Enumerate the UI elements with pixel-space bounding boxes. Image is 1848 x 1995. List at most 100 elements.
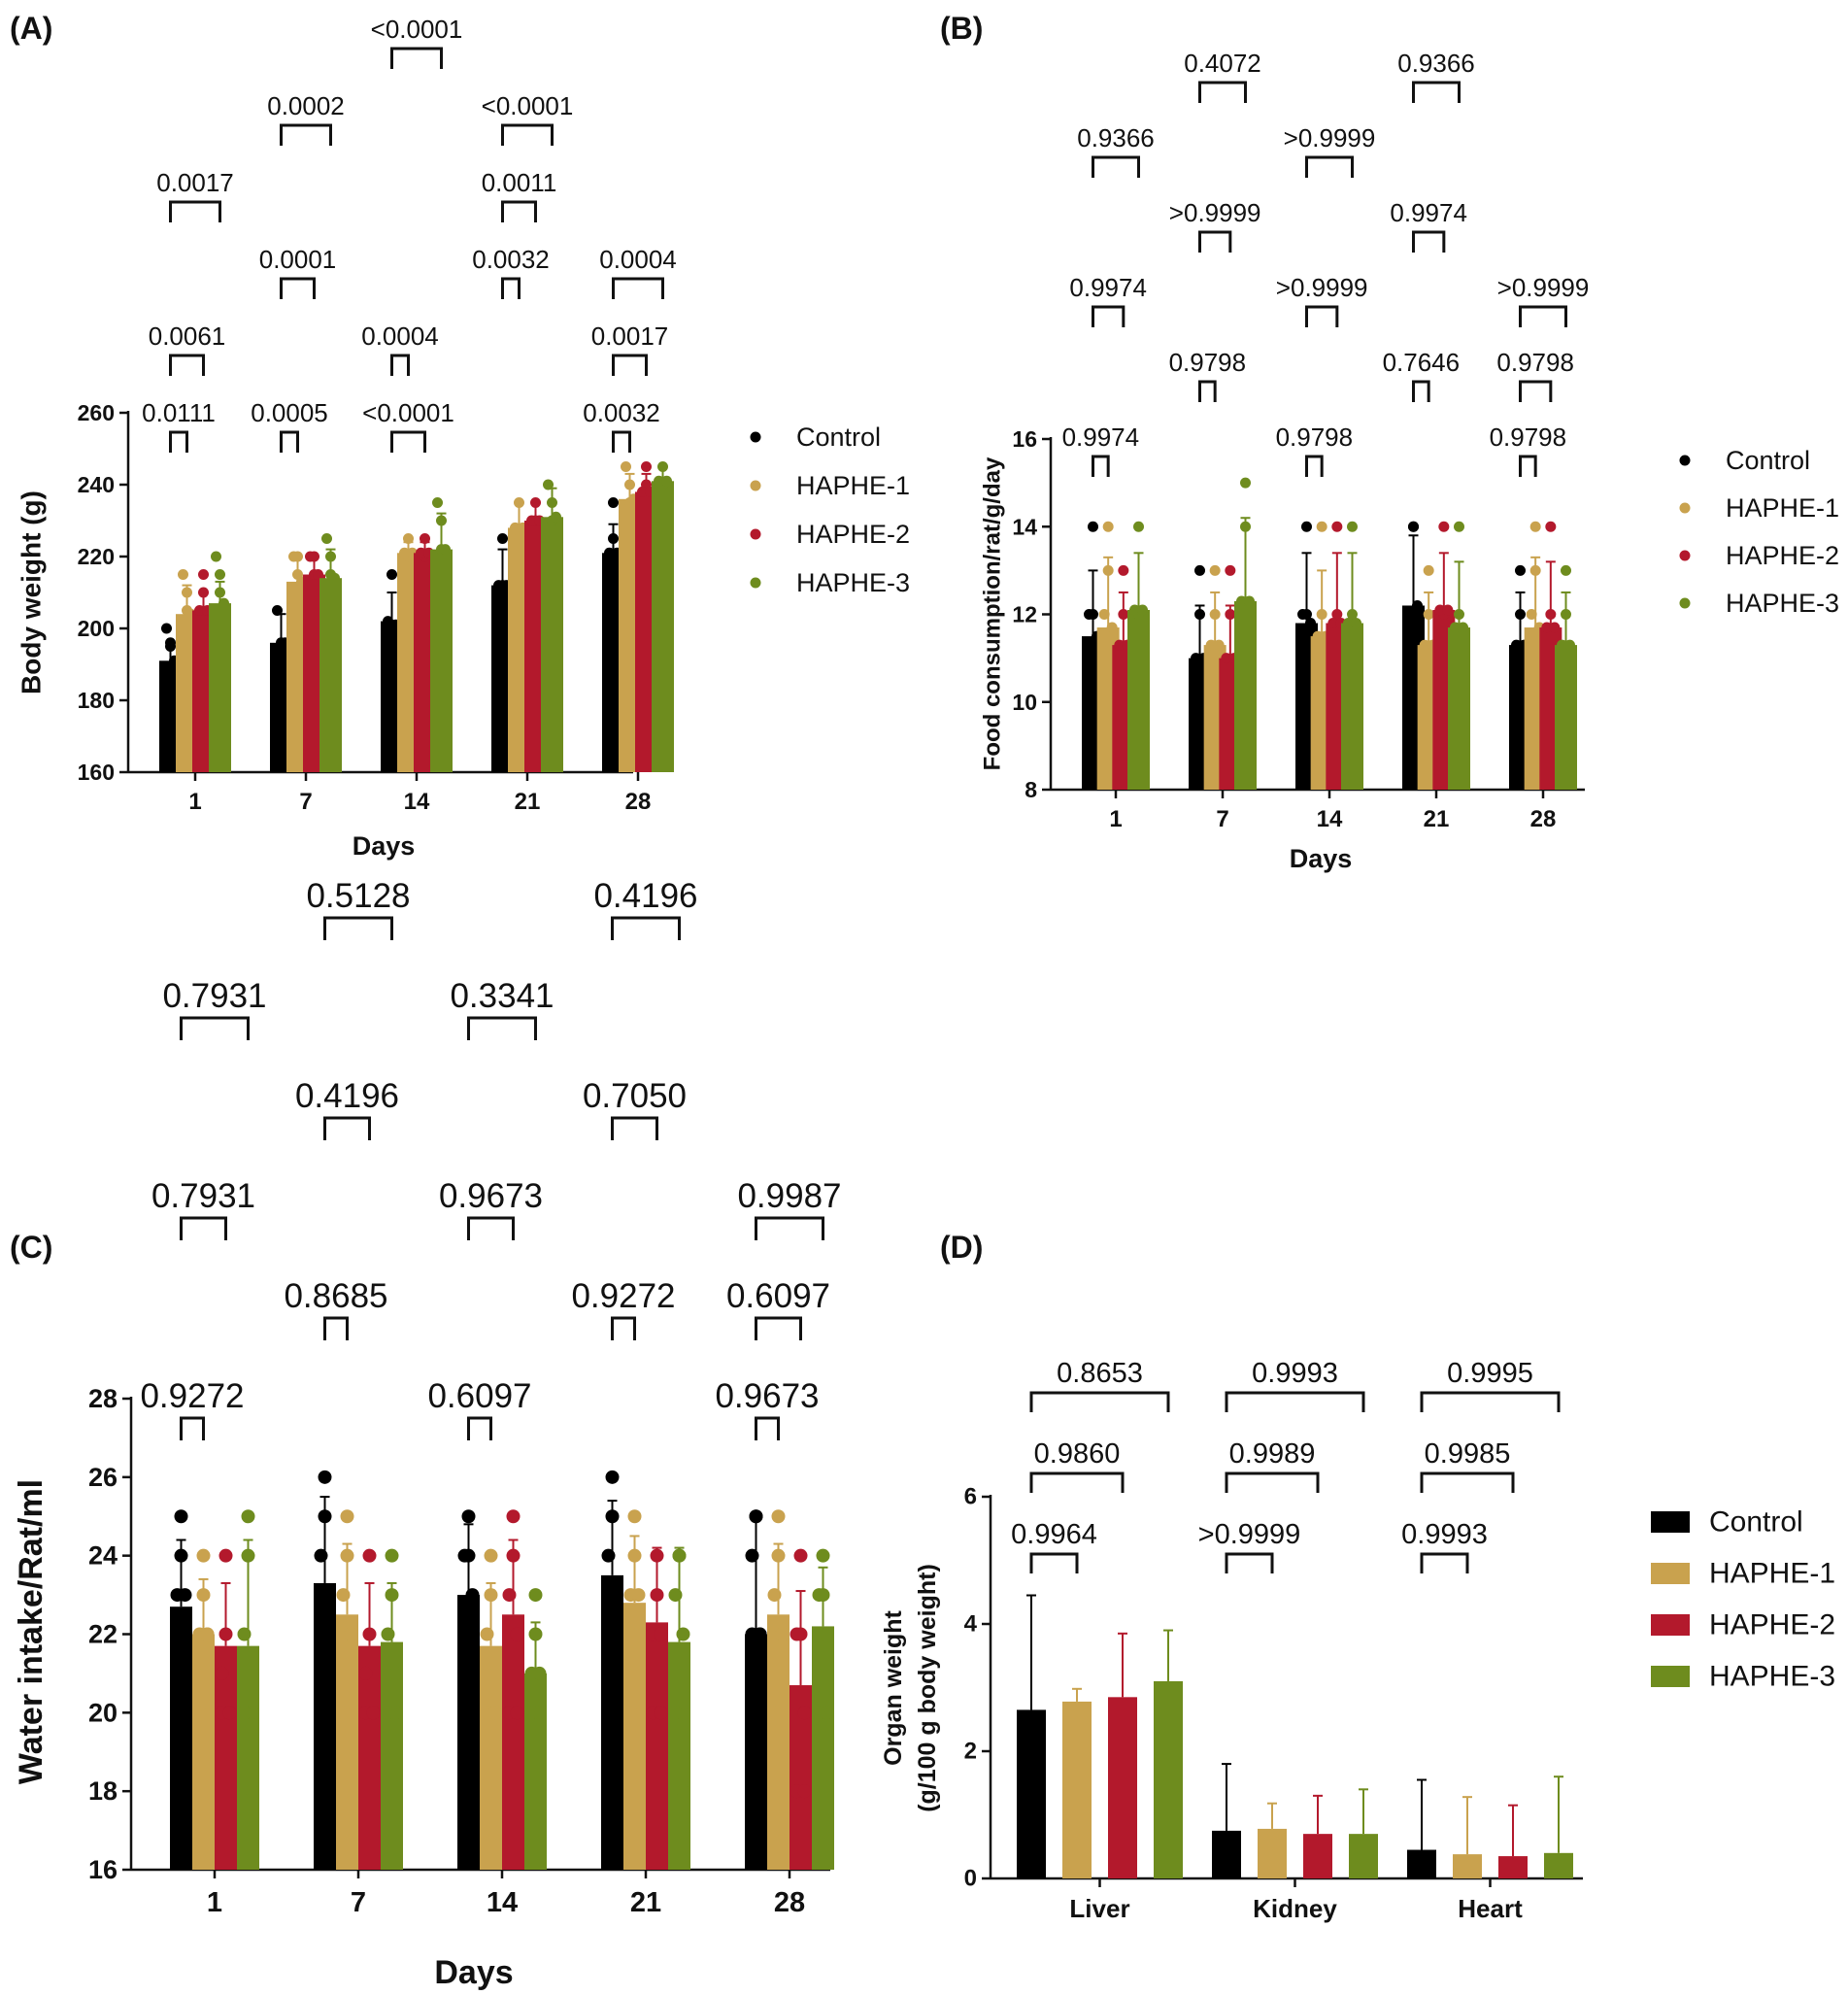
p-value-label: 0.9964: [1011, 1519, 1097, 1550]
comparison-bracket: [611, 1316, 636, 1340]
legend-label: HAPHE-2: [1726, 541, 1839, 570]
legend-swatch: [1651, 1563, 1690, 1584]
data-point: [321, 1588, 336, 1603]
data-point: [1118, 609, 1129, 620]
x-tick-label: 1: [1109, 806, 1122, 832]
data-point: [1511, 639, 1522, 651]
data-point: [1351, 618, 1361, 629]
x-tick-label: 7: [351, 1887, 366, 1918]
data-point: [1106, 622, 1118, 633]
p-value-label: <0.0001: [362, 398, 454, 427]
bar: [1544, 1852, 1573, 1878]
data-point: [510, 1706, 524, 1720]
data-point: [1297, 609, 1308, 620]
p-value-label: 0.0004: [361, 321, 439, 351]
data-point: [526, 515, 537, 526]
data-point: [1305, 618, 1316, 629]
data-point: [528, 1588, 543, 1603]
data-point: [1240, 521, 1251, 532]
comparison-bracket: [611, 1116, 658, 1140]
comparison-bracket: [390, 354, 410, 376]
panel-c: (C) 16 18 20 22 24 26 28 1 7 14 21 28 0.9272 0.7931 0.7…: [10, 877, 842, 1991]
data-point: [1225, 564, 1236, 576]
data-point: [1327, 618, 1339, 629]
data-point: [793, 1548, 808, 1563]
data-point: [1561, 609, 1571, 620]
panel-label: (B): [940, 11, 983, 46]
data-point: [1408, 521, 1419, 532]
data-point: [1442, 604, 1454, 616]
p-value-label: 0.0032: [472, 245, 550, 274]
y-tick-label: 220: [78, 544, 115, 569]
data-point: [344, 1627, 358, 1641]
p-value-label: 0.7931: [162, 977, 266, 1015]
data-point: [178, 1627, 192, 1641]
p-value-label: 0.0002: [267, 91, 345, 120]
panel-label: (C): [10, 1230, 52, 1265]
comparison-bracket: [1198, 81, 1247, 103]
p-value-label: 0.0032: [583, 398, 660, 427]
comparison-bracket: [390, 47, 443, 69]
data-point: [461, 1509, 476, 1524]
y-tick-label: 28: [88, 1384, 118, 1413]
p-value-label: 0.9974: [1390, 198, 1467, 227]
data-point: [1434, 604, 1446, 616]
data-point: [1515, 564, 1526, 576]
data-point: [528, 1627, 543, 1641]
bar: [358, 1645, 381, 1870]
panel-d: (D) 0 2 4 6 Liver Kidney Heart 0.9964 0.9860 0.865…: [880, 1230, 1835, 1923]
data-point: [1088, 521, 1098, 532]
data-point: [1458, 622, 1468, 633]
bar: [1127, 609, 1150, 790]
comparison-bracket: [1420, 1391, 1561, 1412]
data-point: [654, 1627, 668, 1641]
data-point: [775, 1627, 790, 1641]
y-tick-label: 160: [78, 760, 115, 785]
comparison-bracket: [1519, 380, 1553, 402]
data-point: [510, 1627, 524, 1641]
data-point: [767, 1706, 782, 1720]
data-point: [1301, 521, 1312, 532]
data-point: [200, 1627, 215, 1641]
comparison-bracket: [323, 1316, 349, 1340]
x-tick-label: 14: [1317, 806, 1343, 832]
bar: [601, 1574, 623, 1870]
data-point: [1213, 639, 1225, 651]
x-axis-title: Days: [1290, 844, 1353, 873]
data-point: [1515, 609, 1526, 620]
data-point: [771, 1548, 786, 1563]
data-point: [1529, 521, 1541, 532]
p-value-label: 0.5128: [306, 877, 410, 915]
data-point: [480, 1627, 494, 1641]
data-point: [627, 1548, 642, 1563]
x-tick-label: 1: [188, 789, 201, 815]
data-point: [321, 533, 332, 544]
bar: [209, 603, 231, 772]
p-value-label: 0.0004: [599, 245, 677, 274]
panel-label: (D): [940, 1230, 983, 1265]
bar: [1108, 1697, 1137, 1878]
data-point: [1412, 599, 1423, 611]
legend-marker: [750, 577, 761, 589]
data-point: [198, 569, 209, 580]
comparison-bracket: [467, 1016, 537, 1040]
bar: [215, 1645, 237, 1870]
y-tick-label: 0: [964, 1866, 977, 1892]
p-value-label: >0.9999: [1276, 273, 1368, 302]
bar: [652, 481, 674, 772]
p-value-label: 0.8653: [1057, 1358, 1143, 1389]
data-point: [465, 1588, 480, 1603]
comparison-bracket: [1519, 305, 1567, 327]
legend-marker: [750, 528, 761, 540]
comparison-bracket: [755, 1216, 824, 1240]
data-point: [1450, 622, 1461, 633]
data-point: [1209, 609, 1221, 620]
comparison-bracket: [169, 200, 221, 222]
x-tick-label: Kidney: [1253, 1894, 1337, 1923]
p-value-label: 0.6097: [726, 1277, 830, 1315]
data-point: [510, 522, 521, 533]
bar: [319, 578, 342, 772]
legend-swatch: [1651, 1511, 1690, 1533]
comparison-bracket: [612, 354, 648, 376]
bar: [480, 1645, 502, 1870]
